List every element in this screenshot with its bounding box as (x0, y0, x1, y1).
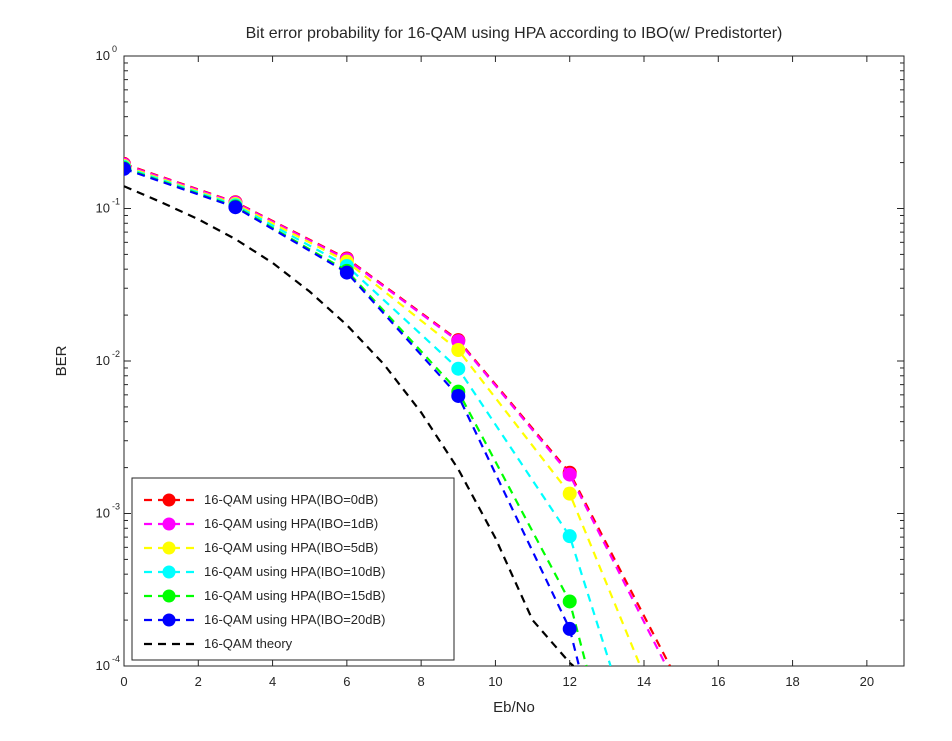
svg-text:-3: -3 (112, 502, 120, 512)
svg-text:10: 10 (96, 353, 110, 368)
svg-text:-1: -1 (112, 197, 120, 207)
svg-text:10: 10 (96, 506, 110, 521)
x-tick-label: 8 (418, 674, 425, 689)
svg-text:10: 10 (96, 201, 110, 216)
series-marker (452, 344, 465, 357)
legend: 16-QAM using HPA(IBO=0dB) 16-QAM using HP… (132, 478, 454, 660)
y-axis-label: BER (53, 345, 70, 376)
legend-label: 16-QAM using HPA(IBO=1dB) (204, 516, 378, 531)
svg-text:-4: -4 (112, 654, 120, 664)
legend-marker (163, 494, 176, 507)
legend-marker (163, 590, 176, 603)
series-marker (229, 201, 242, 214)
legend-label: 16-QAM theory (204, 636, 293, 651)
legend-marker (163, 614, 176, 627)
x-tick-label: 10 (488, 674, 502, 689)
svg-text:0: 0 (112, 44, 117, 54)
series-marker (340, 266, 353, 279)
chart-container: Bit error probability for 16-QAM using H… (0, 0, 952, 741)
series-marker (563, 595, 576, 608)
series-marker (563, 622, 576, 635)
x-tick-label: 4 (269, 674, 276, 689)
x-tick-label: 0 (120, 674, 127, 689)
legend-marker (163, 566, 176, 579)
ber-chart: Bit error probability for 16-QAM using H… (0, 0, 952, 741)
legend-marker (163, 542, 176, 555)
series-marker (563, 530, 576, 543)
legend-label: 16-QAM using HPA(IBO=15dB) (204, 588, 385, 603)
legend-marker (163, 518, 176, 531)
svg-text:10: 10 (96, 658, 110, 673)
series-marker (452, 389, 465, 402)
chart-title: Bit error probability for 16-QAM using H… (246, 25, 783, 42)
series-marker (563, 487, 576, 500)
legend-label: 16-QAM using HPA(IBO=5dB) (204, 540, 378, 555)
legend-label: 16-QAM using HPA(IBO=20dB) (204, 612, 385, 627)
x-tick-label: 14 (637, 674, 651, 689)
legend-label: 16-QAM using HPA(IBO=0dB) (204, 492, 378, 507)
x-axis-label: Eb/No (493, 699, 535, 716)
svg-text:-2: -2 (112, 349, 120, 359)
series-marker (452, 362, 465, 375)
x-tick-label: 18 (785, 674, 799, 689)
legend-label: 16-QAM using HPA(IBO=10dB) (204, 564, 385, 579)
x-tick-label: 16 (711, 674, 725, 689)
x-tick-label: 2 (195, 674, 202, 689)
x-tick-label: 6 (343, 674, 350, 689)
x-tick-label: 12 (562, 674, 576, 689)
series-marker (563, 468, 576, 481)
x-tick-label: 20 (860, 674, 874, 689)
svg-text:10: 10 (96, 48, 110, 63)
